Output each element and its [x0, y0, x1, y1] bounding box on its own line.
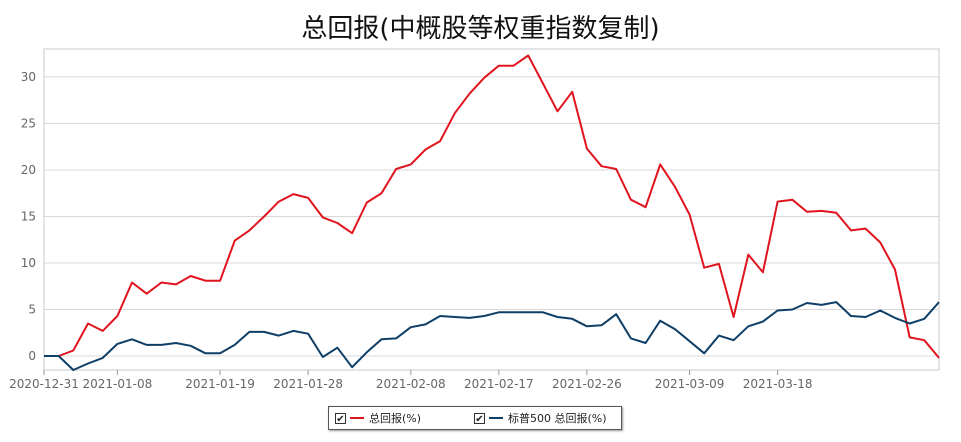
y-tick-label: 25 — [21, 116, 36, 130]
x-tick-label: 2021-01-19 — [185, 377, 255, 391]
checkbox-icon[interactable]: ✔ — [474, 412, 485, 425]
x-tick-label: 2021-01-08 — [82, 377, 152, 391]
legend-label: 总回报(%) — [369, 412, 422, 425]
x-tick-label: 2020-12-31 — [9, 377, 79, 391]
y-tick-label: 15 — [21, 209, 36, 223]
y-tick-label: 10 — [21, 256, 36, 270]
x-tick-label: 2021-02-26 — [552, 377, 622, 391]
legend-swatch — [489, 417, 503, 419]
y-axis: 0 5 10 15 20 25 30 — [21, 70, 36, 363]
x-tick-label: 2021-03-18 — [743, 377, 813, 391]
y-tick-label: 20 — [21, 163, 36, 177]
series-line-1 — [44, 301, 940, 371]
series-lines — [44, 54, 940, 371]
legend-label: 标普500 总回报(%) — [508, 412, 607, 425]
y-tick-label: 30 — [21, 70, 36, 84]
legend: ✔ 总回报(%) ✔ 标普500 总回报(%) — [328, 406, 622, 430]
x-tick-label: 2021-02-17 — [464, 377, 534, 391]
legend-item-sp500-return[interactable]: ✔ 标普500 总回报(%) — [474, 410, 607, 426]
legend-item-total-return[interactable]: ✔ 总回报(%) — [335, 410, 421, 426]
series-line-0 — [44, 54, 940, 359]
y-tick-label: 0 — [28, 349, 36, 363]
y-tick-label: 5 — [28, 303, 36, 317]
x-tick-label: 2021-02-08 — [376, 377, 446, 391]
x-tick-label: 2021-01-28 — [273, 377, 343, 391]
x-axis: 2020-12-31 2021-01-08 2021-01-19 2021-01-28… — [9, 370, 812, 391]
legend-swatch — [350, 417, 364, 419]
x-tick-label: 2021-03-09 — [655, 377, 725, 391]
chart-title: 总回报(中概股等权重指数复制) — [301, 14, 660, 44]
plot-area — [43, 48, 940, 371]
checkbox-icon[interactable]: ✔ — [335, 412, 346, 425]
gridlines — [44, 76, 939, 357]
